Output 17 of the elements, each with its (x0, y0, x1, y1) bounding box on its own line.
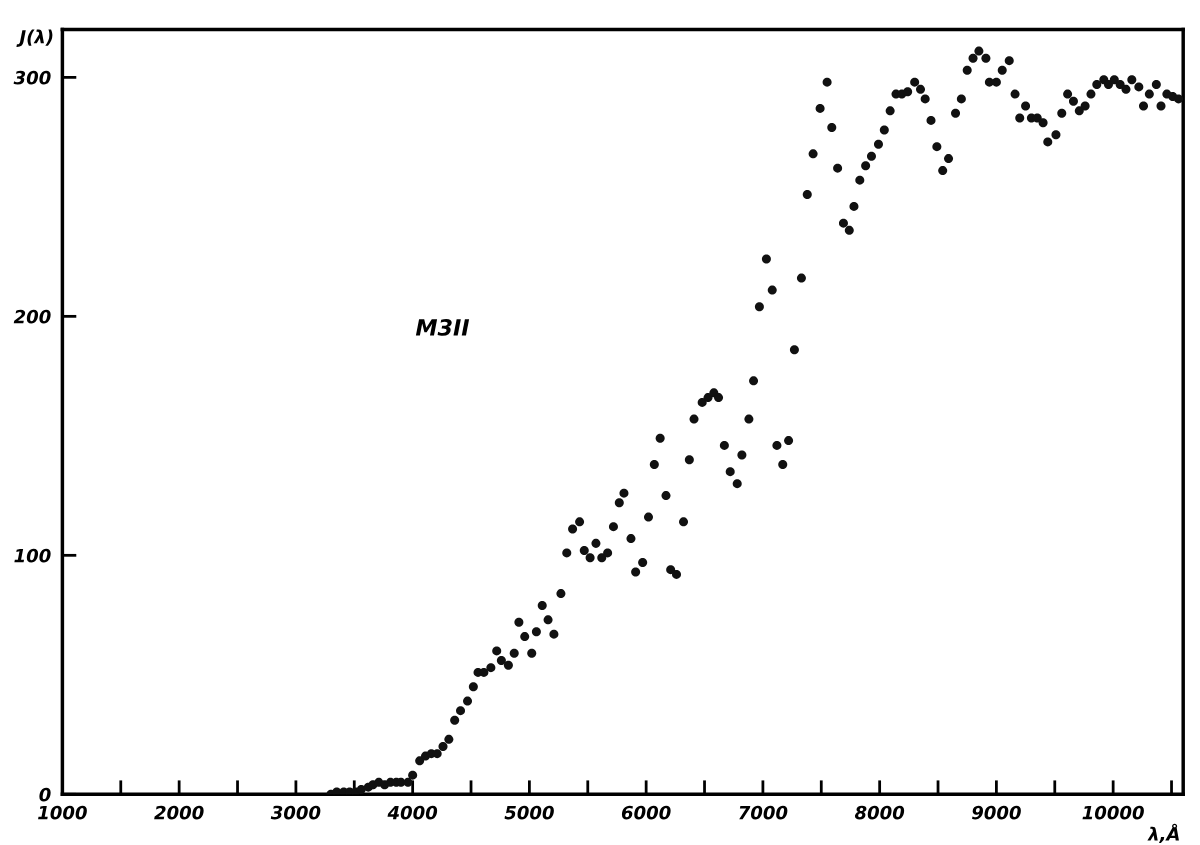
x-tick-label: 10000 (1082, 805, 1144, 820)
x-axis-title: λ,Å (1147, 823, 1179, 843)
x-tick-label: 4000 (387, 805, 438, 820)
x-tick-label: 9000 (972, 805, 1021, 820)
annotation: M3II (415, 318, 470, 336)
y-tick-label: 0 (39, 787, 51, 802)
x-tick-label: 1000 (38, 805, 87, 820)
y-tick-label: 100 (14, 548, 51, 563)
x-tick-label: 3000 (270, 805, 321, 820)
y-tick-label: 300 (13, 70, 51, 85)
x-tick-label: 5000 (504, 805, 554, 820)
y-tick-label: 200 (13, 309, 51, 324)
x-tick-label: 2000 (154, 805, 204, 820)
x-tick-label: 8000 (854, 805, 905, 820)
y-axis-title: J(λ) (16, 29, 53, 47)
x-tick-label: 7000 (739, 805, 788, 820)
x-tick-label: 6000 (621, 805, 671, 820)
